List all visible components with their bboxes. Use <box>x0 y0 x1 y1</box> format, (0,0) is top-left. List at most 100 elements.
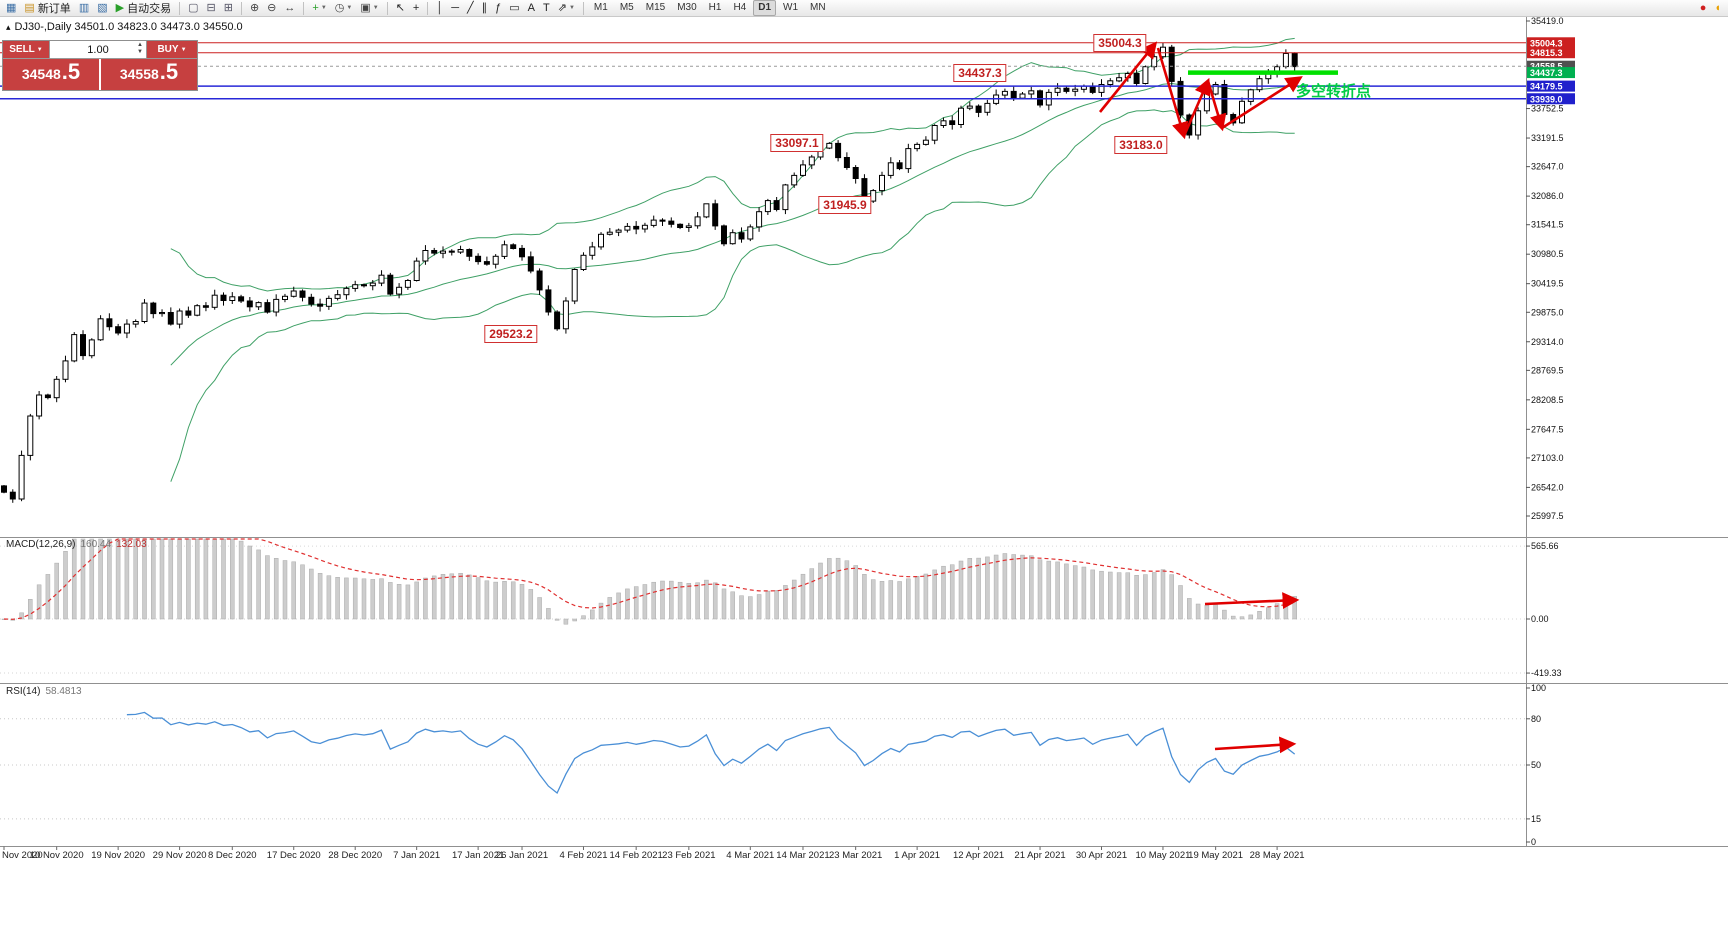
chevron-down-icon: ▼ <box>180 46 187 53</box>
red-arrow <box>1214 736 1297 754</box>
new-chart-icon[interactable]: ▦ <box>3 1 19 16</box>
timeframe-w1-button[interactable]: W1 <box>783 2 799 13</box>
fibonacci-icon[interactable]: ƒ <box>492 1 504 16</box>
bollinger-lower-band <box>170 109 1295 482</box>
svg-text:80: 80 <box>1531 714 1541 724</box>
svg-text:34179.5: 34179.5 <box>1530 82 1563 92</box>
shapes-icon: ▭ <box>509 1 520 14</box>
buy-header-label: BUY <box>157 44 179 55</box>
svg-text:23 Mar 2021: 23 Mar 2021 <box>829 850 882 861</box>
sell-header[interactable]: SELL ▼ <box>3 41 49 58</box>
buy-header[interactable]: BUY ▼ <box>147 41 197 58</box>
red-arrow <box>1204 592 1300 610</box>
volume-stepper-icon[interactable]: ▲ ▼ <box>137 42 143 55</box>
svg-text:8 Dec 2020: 8 Dec 2020 <box>208 850 257 861</box>
timeframe-m5-button[interactable]: M5 <box>619 2 634 13</box>
new-chart-icon: ▦ <box>6 1 17 14</box>
navigator-icon[interactable]: ▧ <box>94 1 110 16</box>
new-order-button-icon: ▤ <box>24 1 35 14</box>
ohlc-text: DJ30-,Daily 34501.0 34823.0 34473.0 3455… <box>14 21 243 33</box>
indicators-icon: + <box>312 1 319 14</box>
chart-symbol-ohlc: ▴ DJ30-,Daily 34501.0 34823.0 34473.0 34… <box>6 21 243 33</box>
svg-text:28 Dec 2020: 28 Dec 2020 <box>328 850 382 861</box>
navigator-icon: ▧ <box>97 1 108 14</box>
market-watch-icon[interactable]: ▥ <box>76 1 92 16</box>
toolbar-right-icons: ● ◖ <box>1696 1 1725 16</box>
new-order-button[interactable]: ▤ 新订单 <box>21 1 73 16</box>
tile-vertical-icon[interactable]: ⊞ <box>221 1 236 16</box>
timeframe-d1-button[interactable]: D1 <box>753 0 777 16</box>
svg-text:1 Apr 2021: 1 Apr 2021 <box>894 850 940 861</box>
label-icon: T <box>543 1 550 14</box>
price-tag <box>1527 60 1575 72</box>
cascade-windows-icon[interactable]: ▢ <box>185 1 201 16</box>
horizontal-line-icon[interactable]: ─ <box>448 1 462 16</box>
macd-indicator-label: MACD(12,26,9) 160.44 132.03 <box>6 539 147 550</box>
timeframe-m15-button[interactable]: M15 <box>645 2 666 13</box>
timeframe-m30-button[interactable]: M30 <box>677 2 697 13</box>
timeframe-mn-button[interactable]: MN <box>810 2 826 13</box>
red-arrow <box>1206 80 1227 132</box>
svg-text:33752.5: 33752.5 <box>1531 104 1564 114</box>
collapse-arrow-icon[interactable]: ▴ <box>6 21 11 32</box>
price-tag <box>1527 93 1575 105</box>
cascade-windows-icon: ▢ <box>188 1 199 14</box>
svg-text:Nov 2020: Nov 2020 <box>2 850 43 861</box>
price-tag <box>1527 37 1575 49</box>
tile-vertical-icon: ⊞ <box>223 1 233 14</box>
notification-icon[interactable]: ◖ <box>1711 1 1724 16</box>
timeframe-h4-button[interactable]: H4 <box>733 2 747 13</box>
timeframe-m1-button[interactable]: M1 <box>593 2 608 13</box>
svg-text:34558.5: 34558.5 <box>1530 62 1563 72</box>
zoom-in-icon: ⊕ <box>249 1 260 14</box>
scales: 35419.0 33752.5 33191.5 32647.0 32086.0 31541… <box>0 17 1728 847</box>
sell-button[interactable]: 34548 .5 <box>3 59 99 90</box>
trendline-icon[interactable]: ╱ <box>464 1 477 16</box>
svg-text:33191.5: 33191.5 <box>1531 133 1564 143</box>
vertical-line-icon[interactable]: │ <box>433 1 446 16</box>
volume-input[interactable]: 1.00 ▲ ▼ <box>49 41 147 58</box>
autotrade-button[interactable]: ▶ 自动交易 <box>113 1 174 16</box>
red-arrow <box>1221 76 1303 130</box>
price-chart-canvas[interactable]: 35419.0 33752.5 33191.5 32647.0 32086.0 31541… <box>0 17 1728 943</box>
svg-text:23 Feb 2021: 23 Feb 2021 <box>662 850 715 861</box>
price-tag <box>1527 47 1575 59</box>
volume-value: 1.00 <box>87 43 109 56</box>
toolbar-separator <box>582 1 584 15</box>
shapes-icon[interactable]: ▭ <box>506 1 522 16</box>
chart-shift-icon[interactable]: ↔ <box>281 1 298 16</box>
timeframe-h1-button[interactable]: H1 <box>708 2 722 13</box>
svg-text:25997.5: 25997.5 <box>1531 511 1564 521</box>
periods-icon[interactable]: ◷ ▼ <box>332 1 356 16</box>
bollinger-middle-band <box>170 82 1295 366</box>
arrows-icon[interactable]: ⇗ ▼ <box>555 1 578 16</box>
chart-shift-icon: ↔ <box>284 1 296 14</box>
toolbar: ▦ ▤ 新订单 ▥ ▧ ▶ 自动交易 ▢ ⊟ ⊞ ⊕ ⊖ ↔ + ▼ ◷ ▼ ▣ ▼ ↖ + │ ─ ╱ ∥ ƒ ▭ A T ⇗ ▼ M1 M5… <box>0 0 1728 17</box>
text-icon[interactable]: A <box>525 1 538 16</box>
indicators-icon[interactable]: + ▼ <box>309 1 329 16</box>
toolbar-separator <box>386 1 388 15</box>
svg-text:32086.0: 32086.0 <box>1531 191 1564 201</box>
templates-icon[interactable]: ▣ ▼ <box>357 1 381 16</box>
community-icon: ● <box>1699 1 1707 14</box>
cursor-icon[interactable]: ↖ <box>393 1 408 16</box>
channel-icon[interactable]: ∥ <box>479 1 491 16</box>
svg-text:0: 0 <box>1531 837 1536 847</box>
crosshair-icon[interactable]: + <box>410 1 422 16</box>
zoom-out-icon[interactable]: ⊖ <box>264 1 279 16</box>
svg-text:30419.5: 30419.5 <box>1531 279 1564 289</box>
tile-horizontal-icon[interactable]: ⊟ <box>204 1 219 16</box>
chinese-annotation-text: 多空转折点 <box>1296 83 1372 100</box>
svg-text:565.66: 565.66 <box>1531 541 1559 551</box>
label-icon[interactable]: T <box>540 1 553 16</box>
buy-price-pips: .5 <box>159 59 179 84</box>
svg-text:10 Nov 2020: 10 Nov 2020 <box>30 850 84 861</box>
zoom-in-icon[interactable]: ⊕ <box>247 1 262 16</box>
community-icon[interactable]: ● <box>1697 1 1710 16</box>
buy-button[interactable]: 34558 .5 <box>99 59 197 90</box>
zoom-out-icon: ⊖ <box>267 1 277 14</box>
svg-text:14 Mar 2021: 14 Mar 2021 <box>776 850 829 861</box>
cursor-icon: ↖ <box>395 1 405 14</box>
